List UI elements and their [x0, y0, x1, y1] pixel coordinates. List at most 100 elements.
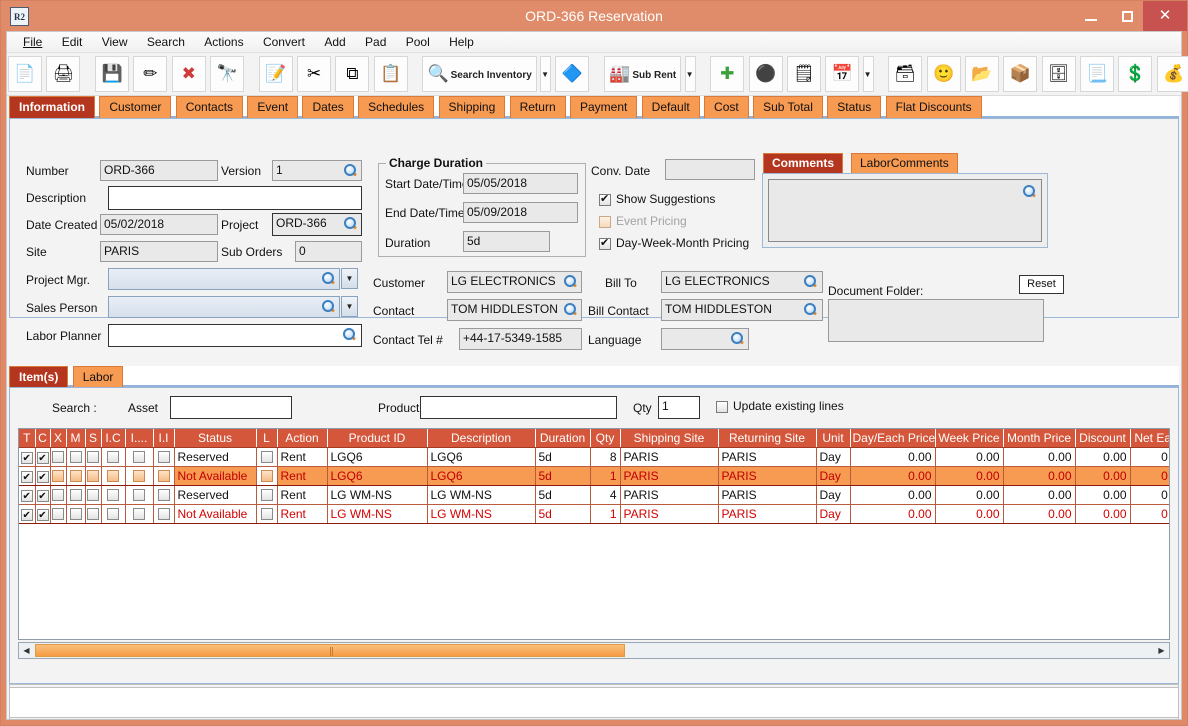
cell-product-id[interactable]: LGQ6: [327, 465, 428, 486]
tab-cost[interactable]: Cost: [704, 96, 749, 118]
cell-description[interactable]: LG WM-NS: [427, 485, 536, 505]
new-document-button[interactable]: 📄: [8, 56, 42, 92]
cell-product-id[interactable]: LGQ6: [327, 447, 428, 467]
cell-qty[interactable]: 1: [590, 465, 621, 486]
col-unit[interactable]: Unit: [816, 429, 851, 448]
cell-l[interactable]: [256, 465, 278, 486]
checkbox-t[interactable]: [20, 471, 33, 483]
sub-orders-field[interactable]: 0: [295, 241, 362, 262]
number-field[interactable]: ORD-366: [100, 160, 218, 181]
cell-flag-x[interactable]: [50, 503, 67, 524]
cell-discount[interactable]: 0.00: [1075, 465, 1131, 486]
cell-shipping-site[interactable]: PARIS: [620, 485, 719, 505]
cell-shipping-site[interactable]: PARIS: [620, 447, 719, 467]
tab-items[interactable]: Item(s): [9, 366, 69, 387]
tab-return[interactable]: Return: [509, 96, 566, 118]
copy-button[interactable]: ⧉: [335, 56, 370, 92]
cell-flag-s[interactable]: [85, 485, 102, 505]
report-button[interactable]: 🗃: [888, 56, 923, 92]
qty-input[interactable]: 1: [658, 396, 700, 419]
cell-net-each[interactable]: 0.00: [1130, 485, 1169, 505]
description-field[interactable]: [108, 186, 362, 210]
cell-net-each[interactable]: 0.00: [1130, 447, 1169, 467]
cell-status[interactable]: Reserved: [174, 485, 257, 505]
cell-week-price[interactable]: 0.00: [935, 503, 1004, 524]
table-row[interactable]: ReservedRentLGQ6LGQ65d8PARISPARISDay0.00…: [19, 447, 1169, 467]
tab-contacts[interactable]: Contacts: [175, 96, 244, 118]
find-button[interactable]: 🔭: [210, 56, 245, 92]
checkbox-c[interactable]: [36, 471, 49, 483]
menu-convert[interactable]: Convert: [262, 35, 305, 49]
cell-shipping-site[interactable]: PARIS: [620, 503, 719, 524]
start-date-field[interactable]: 05/05/2018: [463, 173, 578, 194]
cell-month-price[interactable]: 0.00: [1003, 485, 1076, 505]
money-stack-button[interactable]: 💰: [1156, 56, 1188, 92]
cell-status[interactable]: Not Available: [174, 503, 257, 524]
customer-search-icon[interactable]: [562, 274, 577, 289]
col-net-each[interactable]: Net Each: [1130, 429, 1169, 448]
update-existing-lines-checkbox[interactable]: [716, 401, 728, 413]
product-input[interactable]: [420, 396, 617, 419]
col-product-id[interactable]: Product ID: [327, 429, 428, 448]
checkbox-ii[interactable]: [157, 469, 170, 482]
cell-week-price[interactable]: 0.00: [935, 447, 1004, 467]
checkbox-i4[interactable]: [133, 450, 145, 463]
print-button[interactable]: 🖨: [46, 56, 81, 92]
delete-button[interactable]: ✖: [171, 56, 206, 92]
tab-shipping[interactable]: Shipping: [438, 96, 506, 118]
cell-product-id[interactable]: LG WM-NS: [327, 503, 428, 524]
menu-view[interactable]: View: [101, 35, 128, 49]
save-button[interactable]: 💾: [95, 56, 130, 92]
search-inventory-button[interactable]: 🔍 Search Inventory: [422, 56, 537, 92]
conv-date-field[interactable]: [665, 159, 755, 180]
cell-flag-ii[interactable]: [153, 503, 175, 524]
menu-pad[interactable]: Pad: [365, 35, 387, 49]
menu-edit[interactable]: Edit: [61, 35, 83, 49]
checkbox-ii[interactable]: [157, 507, 170, 520]
cell-discount[interactable]: 0.00: [1075, 447, 1131, 467]
cell-flag-ic[interactable]: [101, 465, 126, 486]
cell-flag-c[interactable]: [35, 465, 51, 486]
cell-unit[interactable]: Day: [816, 485, 851, 505]
shapes-button[interactable]: 🔷: [555, 56, 590, 92]
cell-description[interactable]: LGQ6: [427, 447, 536, 467]
checkbox-i4[interactable]: [133, 507, 145, 520]
col-l[interactable]: L: [256, 429, 278, 448]
checkbox-ic[interactable]: [107, 488, 119, 501]
cell-flag-c[interactable]: [35, 485, 51, 505]
cell-flag-c[interactable]: [35, 447, 51, 467]
checkbox-l[interactable]: [260, 507, 273, 520]
contact-field[interactable]: TOM HIDDLESTON: [447, 299, 582, 321]
cell-qty[interactable]: 8: [590, 447, 621, 467]
tab-dates[interactable]: Dates: [302, 96, 354, 118]
checkbox-t[interactable]: [20, 452, 33, 464]
paste-button[interactable]: 📋: [373, 56, 408, 92]
add-button[interactable]: ✚: [710, 56, 745, 92]
cell-duration[interactable]: 5d: [535, 447, 591, 467]
checkbox-s[interactable]: [87, 507, 99, 520]
checkbox-x[interactable]: [52, 469, 64, 482]
checkbox-m[interactable]: [69, 488, 82, 501]
checkbox-m[interactable]: [69, 450, 82, 463]
cell-net-each[interactable]: 0.00: [1130, 503, 1169, 524]
cell-flag-m[interactable]: [66, 465, 86, 486]
cell-l[interactable]: [256, 503, 278, 524]
tab-default[interactable]: Default: [641, 96, 700, 118]
cell-l[interactable]: [256, 485, 278, 505]
cell-flag-x[interactable]: [50, 465, 67, 486]
cell-flag-t[interactable]: [19, 485, 36, 505]
comments-search-icon[interactable]: [1021, 184, 1036, 199]
scroll-thumb[interactable]: [35, 644, 625, 657]
checkbox-t[interactable]: [20, 490, 33, 502]
col-day-each-price[interactable]: Day/Each Price: [850, 429, 936, 448]
cell-product-id[interactable]: LG WM-NS: [327, 485, 428, 505]
cell-week-price[interactable]: 0.00: [935, 465, 1004, 486]
cell-flag-t[interactable]: [19, 447, 36, 467]
version-search-icon[interactable]: [342, 163, 357, 178]
close-button[interactable]: ✕: [1143, 1, 1187, 31]
cell-flag-t[interactable]: [19, 503, 36, 524]
menu-search[interactable]: Search: [146, 35, 185, 49]
checkbox-ic[interactable]: [107, 450, 119, 463]
cell-action[interactable]: Rent: [277, 465, 328, 486]
